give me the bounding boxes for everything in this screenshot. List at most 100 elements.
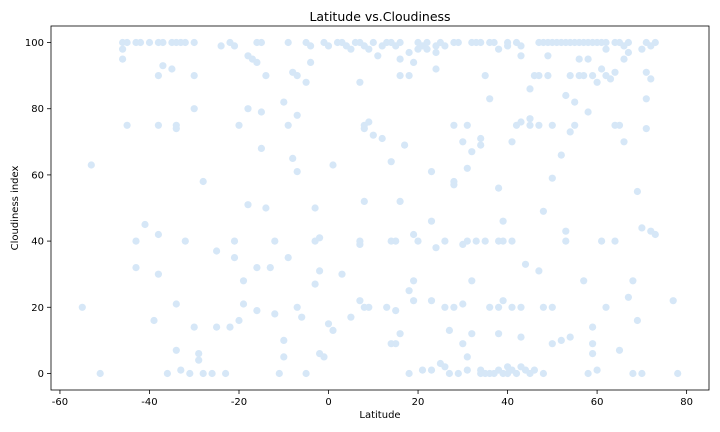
data-point <box>347 313 355 321</box>
data-point <box>154 230 162 239</box>
x-axis-label: Latitude <box>359 410 400 421</box>
data-point <box>423 45 431 53</box>
data-point <box>262 204 270 212</box>
data-point <box>213 323 221 331</box>
data-point <box>405 72 413 80</box>
data-point <box>257 38 265 47</box>
data-point <box>441 42 449 50</box>
data-point <box>557 336 565 344</box>
data-point <box>275 369 283 378</box>
data-point <box>445 326 453 334</box>
data-point <box>584 55 592 63</box>
data-point <box>383 303 391 311</box>
data-point <box>181 38 189 47</box>
data-point <box>311 280 319 288</box>
data-point <box>638 369 646 378</box>
data-point <box>606 75 615 83</box>
x-tick-label: 80 <box>680 397 693 408</box>
data-point <box>463 121 471 129</box>
data-point <box>239 277 248 285</box>
data-point <box>177 366 185 374</box>
data-point <box>302 369 310 378</box>
data-point <box>360 197 368 205</box>
data-point <box>620 138 628 146</box>
data-point <box>584 369 592 378</box>
data-point <box>316 234 324 242</box>
data-point <box>620 55 628 63</box>
data-point <box>454 369 462 378</box>
data-point <box>674 369 682 378</box>
data-point <box>557 151 565 159</box>
x-tick-label: -20 <box>231 397 247 408</box>
data-point <box>499 297 507 305</box>
data-point <box>624 48 633 57</box>
data-point <box>284 121 292 129</box>
data-point <box>544 72 552 80</box>
data-point <box>284 38 292 47</box>
data-point <box>517 118 525 126</box>
data-point <box>199 369 207 378</box>
data-point <box>508 303 516 311</box>
x-tick-label: 0 <box>325 397 331 408</box>
data-point <box>495 45 503 53</box>
data-point <box>119 45 127 53</box>
data-point <box>548 174 556 182</box>
data-point <box>365 303 373 311</box>
data-point <box>624 38 633 47</box>
data-point <box>459 300 467 308</box>
y-tick-label: 40 <box>31 237 44 248</box>
data-point <box>651 38 659 47</box>
data-point <box>450 181 458 189</box>
data-point <box>508 237 516 245</box>
data-point <box>642 125 650 133</box>
data-point <box>548 121 556 129</box>
data-point <box>477 38 485 47</box>
data-point <box>521 260 530 268</box>
y-tick-label: 0 <box>38 369 44 380</box>
data-point <box>539 303 548 311</box>
data-point <box>647 75 655 83</box>
data-point <box>562 237 570 245</box>
data-point <box>410 297 418 305</box>
chart-title: Latitude vs.Cloudiness <box>309 9 450 24</box>
data-point <box>280 336 288 344</box>
data-point <box>253 264 261 272</box>
data-point <box>427 366 436 374</box>
data-point <box>293 168 301 176</box>
data-point <box>575 55 583 63</box>
data-point <box>526 85 534 93</box>
data-point <box>195 350 203 358</box>
data-point <box>611 237 619 245</box>
data-point <box>132 264 140 272</box>
data-point <box>159 62 167 70</box>
data-point <box>195 356 203 364</box>
data-point <box>396 72 404 80</box>
data-point <box>293 303 301 311</box>
data-point <box>535 267 543 275</box>
data-point <box>580 277 588 285</box>
data-point <box>329 161 337 169</box>
y-tick-label: 60 <box>31 170 44 181</box>
data-point <box>190 323 198 331</box>
data-point <box>150 316 158 325</box>
data-point <box>589 323 597 331</box>
data-point <box>347 45 355 53</box>
data-point <box>253 307 261 315</box>
data-point <box>598 237 606 245</box>
data-point <box>320 353 328 361</box>
data-point <box>517 303 525 311</box>
data-point <box>262 72 270 80</box>
y-axis-ticks: 0 20 40 60 80 100 <box>25 38 51 380</box>
data-point <box>539 369 548 378</box>
data-point <box>324 42 333 50</box>
data-point <box>266 264 274 272</box>
data-point <box>235 316 243 325</box>
data-point <box>132 237 140 245</box>
data-point <box>280 98 288 106</box>
data-point <box>629 277 637 285</box>
data-point <box>244 201 252 209</box>
data-point <box>78 303 86 311</box>
data-point <box>624 293 633 301</box>
data-point <box>589 340 597 348</box>
